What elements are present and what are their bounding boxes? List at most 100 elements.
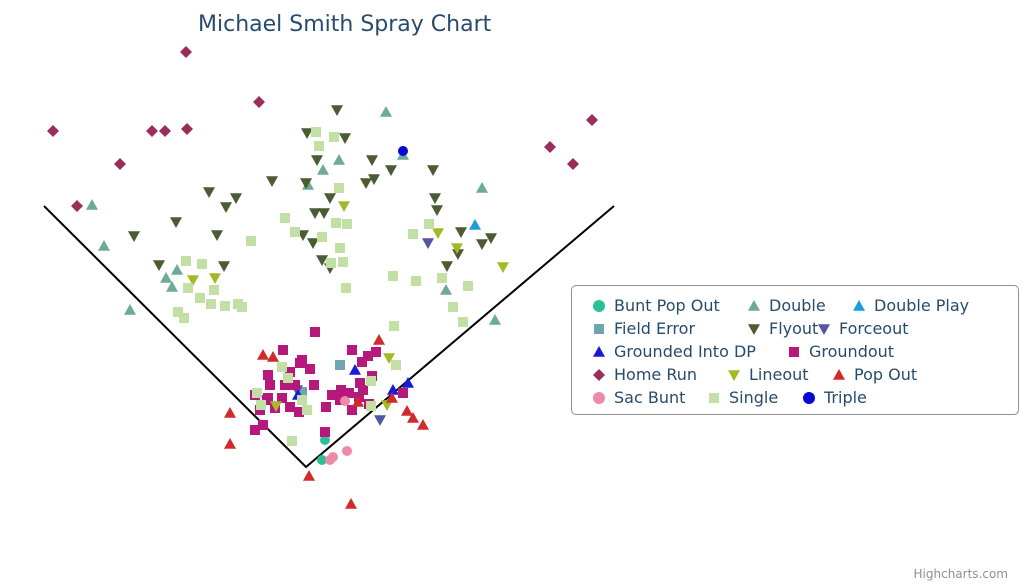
point-flyout-15[interactable] bbox=[324, 193, 336, 204]
point-single-0[interactable] bbox=[311, 127, 321, 137]
point-single-4[interactable] bbox=[280, 213, 290, 223]
point-groundout-17[interactable] bbox=[321, 402, 331, 412]
point-pop-out-8[interactable] bbox=[401, 405, 413, 416]
point-groundout-1[interactable] bbox=[278, 345, 288, 355]
point-home-run-0[interactable] bbox=[180, 46, 192, 58]
point-single-13[interactable] bbox=[424, 219, 434, 229]
point-double-5[interactable] bbox=[86, 199, 98, 210]
point-groundout-13[interactable] bbox=[258, 420, 268, 430]
point-flyout-30[interactable] bbox=[153, 260, 165, 271]
point-single-18[interactable] bbox=[195, 293, 205, 303]
point-home-run-3[interactable] bbox=[146, 125, 158, 137]
point-home-run-2[interactable] bbox=[47, 125, 59, 137]
point-flyout-3[interactable] bbox=[311, 155, 323, 166]
point-groundout-27[interactable] bbox=[320, 427, 330, 437]
point-groundout-19[interactable] bbox=[336, 385, 346, 395]
point-home-run-10[interactable] bbox=[567, 158, 579, 170]
point-lineout-4[interactable] bbox=[451, 243, 463, 254]
point-flyout-8[interactable] bbox=[360, 178, 372, 189]
point-home-run-6[interactable] bbox=[114, 158, 126, 170]
point-double-7[interactable] bbox=[124, 304, 136, 315]
point-flyout-19[interactable] bbox=[170, 217, 182, 228]
point-groundout-8[interactable] bbox=[297, 355, 307, 365]
point-single-6[interactable] bbox=[331, 218, 341, 228]
point-flyout-27[interactable] bbox=[316, 255, 328, 266]
point-home-run-4[interactable] bbox=[159, 125, 171, 137]
point-single-30[interactable] bbox=[448, 302, 458, 312]
point-grounded-into-dp-1[interactable] bbox=[387, 384, 399, 395]
point-single-1[interactable] bbox=[329, 132, 339, 142]
point-double-0[interactable] bbox=[380, 106, 392, 117]
point-flyout-11[interactable] bbox=[203, 187, 215, 198]
point-single-9[interactable] bbox=[335, 243, 345, 253]
point-flyout-12[interactable] bbox=[230, 193, 242, 204]
point-single-28[interactable] bbox=[437, 273, 447, 283]
point-groundout-37[interactable] bbox=[398, 388, 408, 398]
point-single-36[interactable] bbox=[366, 376, 376, 386]
point-single-35[interactable] bbox=[302, 405, 312, 415]
point-forceout-1[interactable] bbox=[374, 415, 386, 426]
point-triple-0[interactable] bbox=[398, 146, 408, 156]
point-flyout-9[interactable] bbox=[368, 174, 380, 185]
point-home-run-7[interactable] bbox=[71, 200, 83, 212]
point-flyout-23[interactable] bbox=[476, 239, 488, 250]
point-flyout-1[interactable] bbox=[301, 128, 313, 139]
point-single-11[interactable] bbox=[338, 257, 348, 267]
point-bunt-pop-out-1[interactable] bbox=[317, 455, 327, 465]
point-single-33[interactable] bbox=[341, 283, 351, 293]
point-flyout-21[interactable] bbox=[211, 230, 223, 241]
point-bunt-pop-out-0[interactable] bbox=[320, 435, 330, 445]
point-single-40[interactable] bbox=[283, 373, 293, 383]
point-single-38[interactable] bbox=[391, 360, 401, 370]
point-flyout-18[interactable] bbox=[431, 205, 443, 216]
point-double-9[interactable] bbox=[160, 272, 172, 283]
point-double-12[interactable] bbox=[440, 284, 452, 295]
point-double-8[interactable] bbox=[171, 264, 183, 275]
point-flyout-22[interactable] bbox=[455, 227, 467, 238]
point-pop-out-9[interactable] bbox=[407, 412, 419, 423]
point-lineout-2[interactable] bbox=[209, 273, 221, 284]
point-flyout-26[interactable] bbox=[307, 238, 319, 249]
point-single-41[interactable] bbox=[297, 395, 307, 405]
point-home-run-9[interactable] bbox=[544, 141, 556, 153]
point-lineout-8[interactable] bbox=[270, 401, 282, 412]
point-groundout-4[interactable] bbox=[265, 380, 275, 390]
point-single-39[interactable] bbox=[256, 400, 266, 410]
point-single-16[interactable] bbox=[197, 259, 207, 269]
point-flyout-4[interactable] bbox=[366, 155, 378, 166]
point-single-5[interactable] bbox=[290, 227, 300, 237]
point-lineout-3[interactable] bbox=[432, 228, 444, 239]
point-single-32[interactable] bbox=[389, 321, 399, 331]
point-sac-bunt-1[interactable] bbox=[342, 446, 352, 456]
point-pop-out-10[interactable] bbox=[417, 419, 429, 430]
point-single-15[interactable] bbox=[181, 256, 191, 266]
point-flyout-13[interactable] bbox=[220, 202, 232, 213]
point-flyout-14[interactable] bbox=[309, 208, 321, 219]
point-field-error-0[interactable] bbox=[335, 360, 345, 370]
point-groundout-33[interactable] bbox=[371, 347, 381, 357]
point-flyout-17[interactable] bbox=[429, 193, 441, 204]
point-single-19[interactable] bbox=[209, 285, 219, 295]
point-flyout-20[interactable] bbox=[128, 231, 140, 242]
point-pop-out-3[interactable] bbox=[224, 407, 236, 418]
point-single-29[interactable] bbox=[463, 281, 473, 291]
point-single-42[interactable] bbox=[252, 388, 262, 398]
point-home-run-1[interactable] bbox=[253, 96, 265, 108]
point-groundout-16[interactable] bbox=[294, 407, 304, 417]
point-flyout-5[interactable] bbox=[385, 165, 397, 176]
point-double-play-0[interactable] bbox=[469, 219, 481, 230]
point-grounded-into-dp-2[interactable] bbox=[402, 377, 414, 388]
point-single-14[interactable] bbox=[334, 183, 344, 193]
point-groundout-6[interactable] bbox=[277, 393, 287, 403]
point-single-21[interactable] bbox=[220, 301, 230, 311]
point-single-23[interactable] bbox=[237, 302, 247, 312]
point-double-10[interactable] bbox=[166, 281, 178, 292]
point-groundout-35[interactable] bbox=[309, 380, 319, 390]
point-flyout-7[interactable] bbox=[300, 178, 312, 189]
point-single-3[interactable] bbox=[246, 236, 256, 246]
point-lineout-0[interactable] bbox=[338, 201, 350, 212]
point-single-43[interactable] bbox=[277, 362, 287, 372]
point-groundout-9[interactable] bbox=[263, 370, 273, 380]
point-pop-out-2[interactable] bbox=[267, 351, 279, 362]
point-double-6[interactable] bbox=[98, 240, 110, 251]
